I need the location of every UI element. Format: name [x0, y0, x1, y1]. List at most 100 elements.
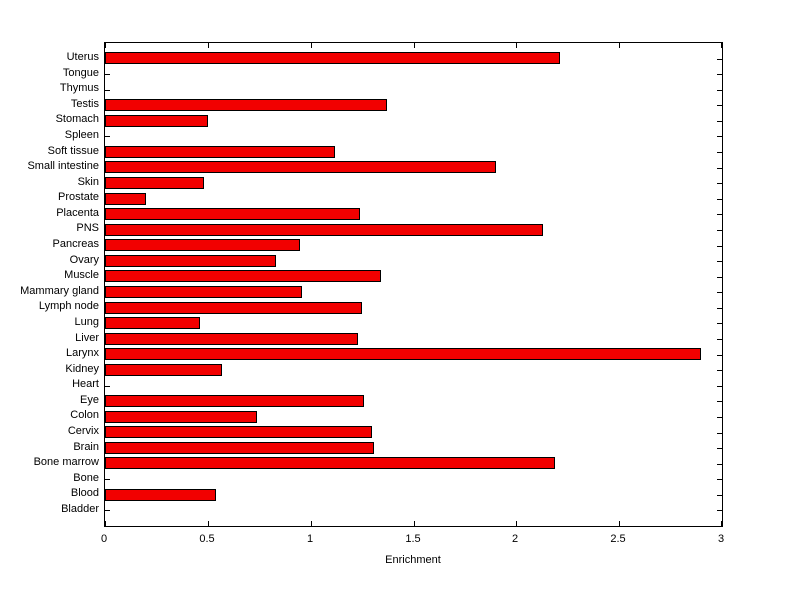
y-tick-mark-right — [717, 292, 722, 293]
y-tick-label: Testis — [70, 98, 99, 110]
bar-soft-tissue — [105, 146, 335, 158]
y-tick-label: Placenta — [56, 207, 99, 219]
y-tick-mark-right — [717, 183, 722, 184]
bar-stomach — [105, 115, 208, 127]
x-tick-mark-top — [414, 43, 415, 48]
bar-uterus — [105, 52, 560, 64]
y-tick-label: Muscle — [64, 269, 99, 281]
y-tick-label: Colon — [70, 409, 99, 421]
y-tick-mark-right — [717, 168, 722, 169]
x-tick-mark-top — [721, 43, 722, 48]
y-tick-mark-right — [717, 448, 722, 449]
x-tick-mark-bottom — [105, 521, 106, 526]
y-tick-label: Skin — [77, 176, 99, 188]
bar-muscle — [105, 270, 381, 282]
x-tick-mark-bottom — [516, 521, 517, 526]
y-tick-mark-right — [717, 90, 722, 91]
y-tick-mark-left — [105, 90, 110, 91]
y-tick-label: Uterus — [66, 51, 99, 63]
y-tick-mark-right — [717, 105, 722, 106]
bar-brain — [105, 442, 374, 454]
x-tick-mark-bottom — [414, 521, 415, 526]
x-tick-label: 0.5 — [199, 533, 215, 545]
y-tick-label: Brain — [73, 441, 99, 453]
y-tick-label: Larynx — [65, 347, 99, 359]
y-tick-mark-right — [717, 464, 722, 465]
y-tick-label: Soft tissue — [47, 145, 99, 157]
bar-mammary-gland — [105, 286, 302, 298]
x-tick-label: 2.5 — [610, 533, 626, 545]
y-tick-mark-right — [717, 214, 722, 215]
x-tick-mark-top — [208, 43, 209, 48]
y-tick-mark-right — [717, 370, 722, 371]
y-tick-mark-right — [717, 495, 722, 496]
y-tick-mark-left — [105, 136, 110, 137]
y-tick-mark-right — [717, 479, 722, 480]
y-tick-mark-right — [717, 355, 722, 356]
bar-bone-marrow — [105, 457, 555, 469]
y-tick-mark-right — [717, 136, 722, 137]
y-tick-label: Ovary — [69, 254, 99, 266]
y-tick-label: PNS — [76, 222, 99, 234]
x-tick-label: 3 — [717, 533, 725, 545]
y-tick-label: Bone marrow — [33, 456, 99, 468]
y-tick-label: Lung — [74, 316, 99, 328]
x-tick-mark-top — [311, 43, 312, 48]
bar-prostate — [105, 193, 146, 205]
y-tick-label: Mammary gland — [20, 285, 99, 297]
bar-small-intestine — [105, 161, 496, 173]
y-tick-mark-left — [105, 479, 110, 480]
y-tick-mark-right — [717, 121, 722, 122]
x-tick-mark-bottom — [619, 521, 620, 526]
x-tick-mark-top — [105, 43, 106, 48]
y-tick-mark-left — [105, 386, 110, 387]
bar-lymph-node — [105, 302, 362, 314]
y-tick-mark-right — [717, 152, 722, 153]
y-tick-mark-right — [717, 323, 722, 324]
y-tick-label: Heart — [72, 378, 99, 390]
y-tick-mark-right — [717, 59, 722, 60]
bar-blood — [105, 489, 216, 501]
y-tick-label: Small intestine — [27, 160, 99, 172]
y-tick-label: Cervix — [67, 425, 99, 437]
y-tick-label: Blood — [70, 487, 99, 499]
bar-ovary — [105, 255, 276, 267]
y-tick-label: Thymus — [59, 82, 99, 94]
y-tick-label: Prostate — [58, 191, 99, 203]
y-tick-mark-right — [717, 308, 722, 309]
x-tick-mark-top — [516, 43, 517, 48]
y-tick-label: Bone — [73, 472, 99, 484]
bar-testis — [105, 99, 387, 111]
y-tick-mark-right — [717, 386, 722, 387]
y-tick-mark-right — [717, 277, 722, 278]
y-tick-label: Stomach — [55, 113, 99, 125]
bar-larynx — [105, 348, 701, 360]
bar-eye — [105, 395, 364, 407]
y-tick-mark-right — [717, 401, 722, 402]
bar-cervix — [105, 426, 372, 438]
bar-skin — [105, 177, 204, 189]
bar-lung — [105, 317, 200, 329]
x-tick-mark-bottom — [721, 521, 722, 526]
bar-pns — [105, 224, 543, 236]
x-tick-label: 2 — [511, 533, 519, 545]
y-tick-label: Liver — [75, 332, 99, 344]
y-tick-label: Bladder — [61, 503, 99, 515]
x-axis-title: Enrichment — [385, 554, 441, 566]
y-tick-mark-right — [717, 246, 722, 247]
x-tick-mark-bottom — [311, 521, 312, 526]
y-tick-mark-left — [105, 510, 110, 511]
y-tick-label: Lymph node — [38, 300, 99, 312]
bar-pancreas — [105, 239, 300, 251]
y-tick-label: Pancreas — [52, 238, 99, 250]
y-tick-mark-right — [717, 230, 722, 231]
y-tick-label: Kidney — [65, 363, 99, 375]
y-tick-mark-right — [717, 74, 722, 75]
x-tick-label: 0 — [100, 533, 108, 545]
y-tick-mark-right — [717, 199, 722, 200]
y-tick-mark-right — [717, 417, 722, 418]
y-tick-mark-right — [717, 261, 722, 262]
y-tick-mark-right — [717, 510, 722, 511]
plot-inner — [105, 43, 722, 526]
